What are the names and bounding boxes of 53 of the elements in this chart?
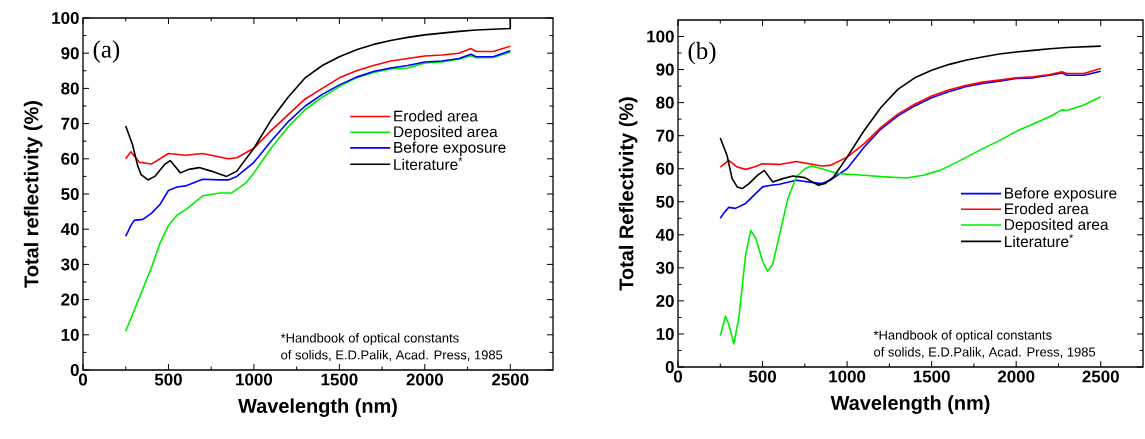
y-axis-title: Total Reflectivity (%): [618, 97, 638, 291]
y-tick-label: 30: [61, 258, 79, 271]
y-tick-label: 10: [61, 328, 79, 341]
y-tick-label: 20: [61, 293, 79, 306]
x-tick-label: 2000: [997, 370, 1035, 383]
y-tick-label: 50: [61, 188, 79, 200]
y-tick-label: 90: [656, 63, 674, 76]
x-tick-label: 500: [154, 373, 182, 386]
legend-label: Before exposure: [394, 141, 506, 156]
legend-label: Eroded area: [1005, 202, 1089, 215]
y-tick-label: 100: [52, 12, 79, 24]
y-tick-label: 70: [61, 117, 79, 130]
y-tick-label: 50: [656, 195, 674, 208]
legend-label: Literature$^{*}$: [1005, 234, 1074, 248]
text: (a): [93, 40, 120, 63]
y-tick-label: 20: [656, 294, 674, 307]
legend-label: Literature$^{*}$: [394, 157, 463, 170]
annotation: of solids, E.D.Palik, Acad. Press, 1985: [874, 347, 1096, 359]
x-tick-label: 0: [78, 373, 88, 386]
y-tick-label: 60: [656, 162, 674, 175]
text: (b): [688, 41, 716, 65]
x-tick-label: 2500: [492, 373, 529, 386]
x-axis-title: Wavelength (nm): [238, 398, 397, 418]
y-tick-label: 40: [60, 223, 79, 236]
y-tick-label: 80: [656, 96, 674, 109]
legend-label: Before exposure: [1005, 187, 1117, 202]
y-tick-label: 90: [61, 47, 79, 60]
line-series: [124, 49, 512, 238]
y-tick-label: 10: [656, 327, 674, 340]
y-tick-label: 30: [656, 261, 674, 274]
x-tick-label: 2500: [1082, 370, 1119, 383]
x-tick-label: 2000: [406, 373, 443, 386]
legend-label: Eroded area: [394, 110, 478, 122]
y-tick-label: 0: [665, 361, 674, 373]
annotation: *Handbook of optical constants: [280, 333, 459, 346]
line-series: [719, 67, 1102, 171]
legend-label: Deposited area: [1005, 218, 1109, 233]
y-tick-label: 80: [61, 82, 79, 95]
x-tick-label: 1500: [913, 370, 950, 383]
x-tick-label: 0: [673, 370, 683, 383]
y-axis-title: Total reflectivity (%): [23, 101, 43, 288]
legend-label: Deposited area: [394, 125, 498, 141]
x-tick-label: 1000: [236, 373, 273, 386]
x-axis-title: Wavelength (nm): [830, 395, 990, 415]
y-tick-label: 40: [655, 228, 674, 241]
x-tick-label: 500: [748, 370, 776, 383]
y-tick-label: 70: [656, 129, 674, 142]
annotation: of solids, E.D.Palik, Acad. Press, 1985: [281, 349, 503, 361]
x-tick-label: 1500: [321, 373, 358, 386]
x-tick-label: 1000: [829, 370, 866, 383]
y-tick-label: 100: [647, 30, 674, 43]
annotation: *Handbook of optical constants: [873, 330, 1052, 343]
y-tick-label: 60: [61, 152, 79, 165]
